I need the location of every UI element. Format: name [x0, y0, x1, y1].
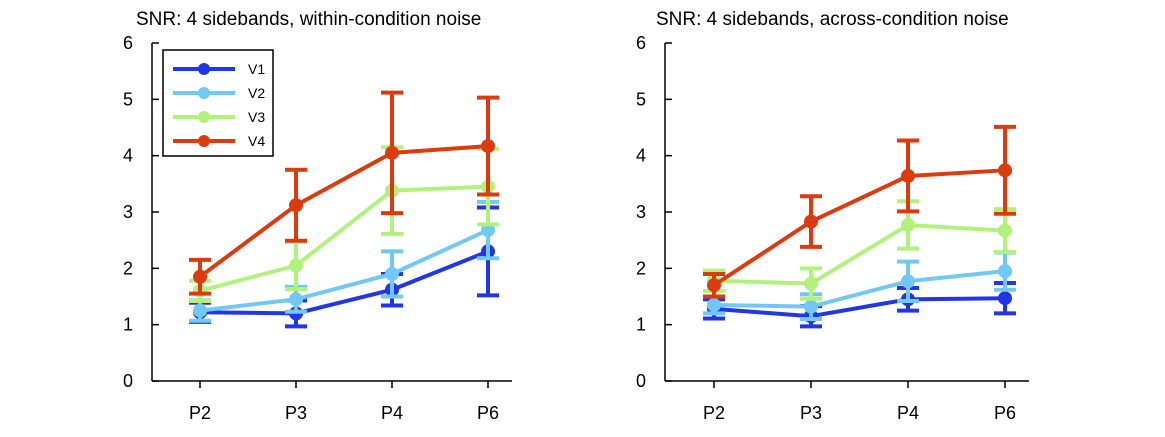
y-tick-label: 6 — [123, 33, 133, 53]
series-V2 — [703, 250, 1016, 322]
data-point — [998, 291, 1012, 306]
legend-swatch-marker — [198, 135, 210, 147]
data-point — [289, 198, 303, 213]
y-tick-label: 1 — [636, 315, 646, 335]
series-line — [199, 228, 489, 313]
x-tick-label: P6 — [477, 403, 499, 423]
y-tick-label: 5 — [123, 89, 133, 109]
series-line — [198, 144, 489, 279]
data-point — [385, 145, 399, 160]
data-point — [998, 264, 1012, 279]
data-point — [901, 168, 915, 183]
series-V1 — [189, 205, 499, 329]
data-point — [289, 292, 303, 307]
legend-label: V2 — [248, 85, 265, 101]
data-point — [289, 258, 303, 273]
series-V3 — [703, 199, 1016, 301]
data-point — [998, 163, 1012, 178]
chart-panel-1: SNR: 4 sidebands, within-condition noise… — [123, 9, 512, 423]
legend-swatch-marker — [198, 87, 210, 99]
data-point — [901, 274, 915, 289]
data-point — [707, 278, 721, 293]
y-tick-label: 3 — [636, 202, 646, 222]
series-line — [199, 249, 489, 316]
x-tick-label: P4 — [897, 403, 919, 423]
y-tick-label: 2 — [636, 258, 646, 278]
y-tick-label: 4 — [636, 146, 646, 166]
data-point — [804, 299, 818, 314]
y-tick-label: 2 — [123, 258, 133, 278]
chart-panel-2: SNR: 4 sidebands, across-condition noise… — [636, 9, 1029, 423]
data-point — [804, 214, 818, 229]
legend-label: V4 — [248, 133, 265, 149]
y-tick-label: 3 — [123, 202, 133, 222]
legend-label: V1 — [248, 61, 265, 77]
legend-label: V3 — [248, 109, 265, 125]
data-point — [901, 217, 915, 232]
data-point — [998, 223, 1012, 238]
series-line — [713, 269, 1006, 309]
series-line — [713, 222, 1006, 286]
y-tick-label: 4 — [123, 146, 133, 166]
legend-swatch-marker — [198, 111, 210, 123]
y-tick-label: 6 — [636, 33, 646, 53]
data-point — [481, 139, 495, 154]
data-point — [193, 269, 207, 284]
y-tick-label: 5 — [636, 89, 646, 109]
y-tick-label: 1 — [123, 315, 133, 335]
legend: V1 V2 V3 V4 — [162, 49, 274, 157]
data-point — [385, 266, 399, 281]
series-line — [199, 184, 489, 293]
series-V3 — [189, 145, 499, 304]
series-line — [713, 296, 1006, 319]
series-line — [712, 168, 1006, 287]
x-tick-label: P2 — [189, 403, 211, 423]
legend-swatch-marker — [198, 63, 210, 75]
x-tick-label: P3 — [285, 403, 307, 423]
y-tick-label: 0 — [123, 371, 133, 391]
y-tick-label: 0 — [636, 371, 646, 391]
chart-title: SNR: 4 sidebands, across-condition noise — [656, 9, 1009, 30]
x-tick-label: P4 — [381, 403, 403, 423]
data-point — [193, 303, 207, 318]
x-tick-label: P6 — [994, 403, 1016, 423]
data-point — [804, 276, 818, 291]
data-point — [707, 297, 721, 312]
series-V4 — [189, 90, 499, 296]
x-tick-label: P2 — [703, 403, 725, 423]
series-V4 — [703, 124, 1016, 299]
chart-title: SNR: 4 sidebands, within-condition noise — [136, 9, 481, 30]
x-tick-label: P3 — [800, 403, 822, 423]
